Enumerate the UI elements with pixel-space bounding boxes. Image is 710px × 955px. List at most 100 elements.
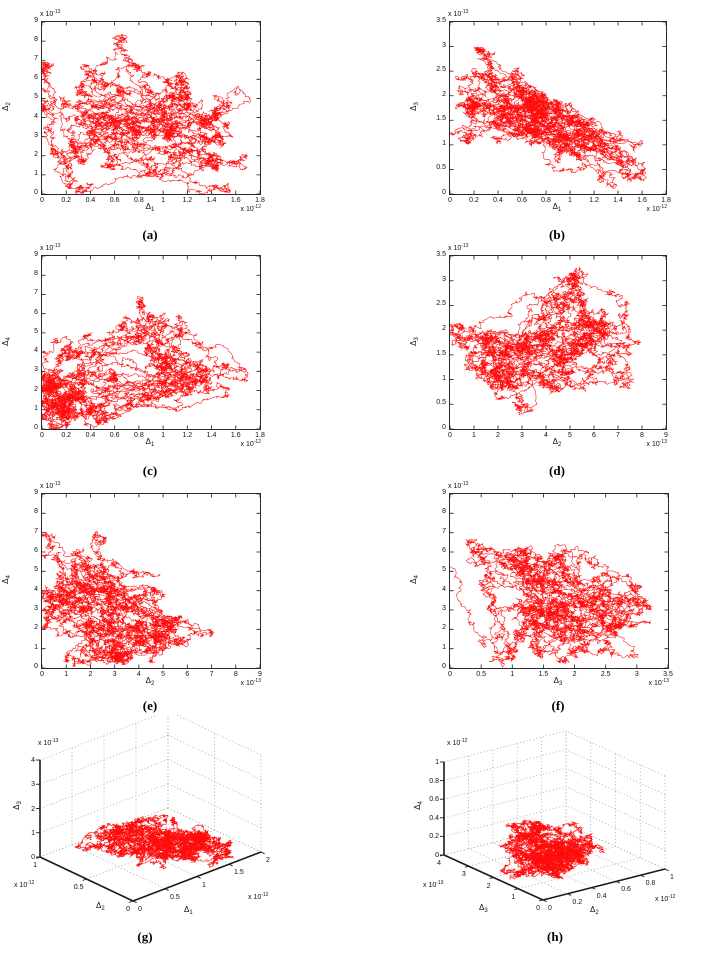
x-tick-label: 1.2	[589, 197, 599, 204]
x-axis-exponent: x 10-12	[240, 439, 261, 448]
x-axis-exponent: x 10-13	[646, 439, 667, 448]
trajectory-canvas	[42, 494, 260, 668]
y-axis-label: Δ3	[479, 903, 488, 914]
x-tick-label: 2	[88, 671, 93, 678]
z-axis-label: Δ3	[11, 801, 23, 810]
x-tick-label: 0.4	[493, 197, 503, 204]
x-axis-label: Δ1	[184, 905, 193, 916]
y-tick-label: 0	[442, 424, 446, 431]
x-tick-label: 0	[40, 197, 44, 204]
x-tick-label: 0.4	[596, 892, 607, 900]
y-tick-label: 2	[34, 385, 38, 393]
x-tick-label: 2	[266, 857, 270, 864]
x-tick-label: 5	[568, 432, 572, 439]
y-tick-label: 8	[442, 508, 446, 516]
y-tick-label: 4	[34, 112, 38, 120]
y-tick-label: 0	[126, 906, 130, 913]
trajectory-canvas	[450, 494, 668, 668]
x-tick-label: 1	[161, 432, 166, 439]
y-tick-label: 1	[511, 893, 516, 901]
x-tick-label: 2	[572, 671, 577, 678]
trajectory-canvas	[42, 256, 260, 429]
y-tick-label: 0	[34, 189, 38, 196]
x-tick-label: 0.8	[134, 432, 144, 439]
x-tick-label: 1	[510, 671, 515, 678]
y-tick-label: 0.5	[436, 399, 446, 407]
subplot-h: x 10-12 Δ4 x 10-13 x 10-12 Δ3 Δ2 (h) 0 0.…	[355, 715, 710, 955]
y-tick-label: 7	[34, 527, 38, 535]
subplot-caption: (d)	[549, 463, 565, 478]
x-tick-label: 9	[258, 671, 262, 678]
y-tick-label: 0	[34, 424, 38, 431]
y-tick-label: 1	[34, 169, 38, 177]
trajectory-canvas	[42, 22, 260, 194]
y-tick-label: 4	[437, 860, 441, 867]
x-tick-label: 0.6	[109, 432, 120, 439]
x-tick-label: 1	[670, 874, 674, 881]
plot3d-canvas	[0, 715, 355, 955]
y-tick-label: 9	[34, 251, 38, 258]
subplot-caption: (b)	[549, 227, 565, 242]
y-axis-exponent: x 10-13	[40, 481, 61, 490]
y-tick-label: 9	[34, 489, 38, 496]
x-tick-label: 1.2	[182, 432, 193, 439]
x-tick-label: 1.8	[255, 197, 265, 204]
x-tick-label: 0.8	[134, 197, 144, 204]
y-tick-label: 2	[486, 882, 491, 890]
y-tick-label: 2	[34, 150, 38, 158]
y-tick-label: 0.5	[73, 884, 84, 891]
x-tick-label: 1	[64, 671, 69, 678]
y-axis-label: Δ4	[0, 336, 12, 346]
y-tick-label: 0	[442, 663, 446, 670]
subplot-e: x 10-13 Δ4 Δ2 x 10-13 (e) 0 1 2 3 4 5 6 7 8 9 0 1 2 3…	[0, 479, 355, 719]
y-tick-label: 6	[34, 74, 38, 82]
y-tick-label: 2	[34, 624, 38, 632]
x-tick-label: 1.6	[637, 197, 647, 204]
y-axis-label: Δ2	[0, 102, 12, 111]
y-tick-label: 3	[34, 605, 38, 612]
x-tick-label: 0	[548, 905, 552, 912]
x-axis-exponent: x 10-12	[248, 892, 269, 901]
y-axis-exponent: x 10-13	[448, 9, 469, 18]
y-tick-label: 7	[34, 55, 38, 63]
x-tick-label: 0.8	[541, 197, 551, 204]
z-tick-label: 0.8	[429, 777, 439, 785]
z-tick-label: 2	[31, 805, 35, 813]
y-axis-label: Δ2	[96, 901, 105, 912]
x-tick-label: 0	[448, 432, 452, 439]
x-tick-label: 7	[616, 432, 620, 439]
y-tick-label: 1	[442, 139, 446, 147]
y-tick-label: 5	[442, 566, 446, 574]
x-axis-exponent: x 10-12	[646, 204, 667, 213]
y-axis-exponent: x 10-12	[14, 880, 35, 889]
plot3d-canvas	[355, 715, 710, 955]
x-tick-label: 5	[161, 671, 166, 678]
x-tick-label: 6	[592, 432, 596, 439]
y-axis-label: Δ4	[0, 575, 12, 584]
x-tick-label: 0.2	[61, 197, 72, 204]
y-tick-label: 4	[442, 585, 446, 593]
x-tick-label: 1	[161, 197, 166, 204]
y-tick-label: 3	[461, 871, 466, 879]
x-tick-label: 1.2	[182, 197, 193, 204]
z-tick-label: 4	[31, 757, 35, 764]
y-tick-label: 4	[34, 585, 38, 593]
x-tick-label: 0	[40, 432, 44, 439]
y-tick-label: 0	[536, 905, 540, 912]
x-tick-label: 1	[568, 197, 572, 204]
z-tick-label: 0.4	[429, 814, 439, 822]
plot-area	[41, 493, 261, 669]
y-tick-label: 3	[34, 131, 38, 139]
trajectory-canvas	[450, 22, 666, 194]
subplot-f: x 10-13 Δ4 Δ3 x 10-13 (f) 0 0.5 1 1.5 2 2.5 3 3…	[355, 479, 710, 719]
x-tick-label: 6	[185, 671, 190, 678]
y-tick-label: 1.5	[436, 349, 446, 357]
x-axis-exponent: x 10-13	[648, 678, 669, 687]
y-tick-label: 8	[34, 270, 38, 278]
x-axis-exponent: x 10-12	[240, 204, 261, 213]
x-axis-label: Δ2	[590, 905, 599, 916]
subplot-a: x 10-13 Δ2 Δ1 x 10-12 (a) 0 0.2 0.4 0.6 0.8 1…	[0, 0, 355, 242]
x-tick-label: 0	[40, 671, 44, 678]
z-tick-label: 0.2	[429, 833, 439, 841]
y-tick-label: 3.5	[436, 251, 446, 258]
